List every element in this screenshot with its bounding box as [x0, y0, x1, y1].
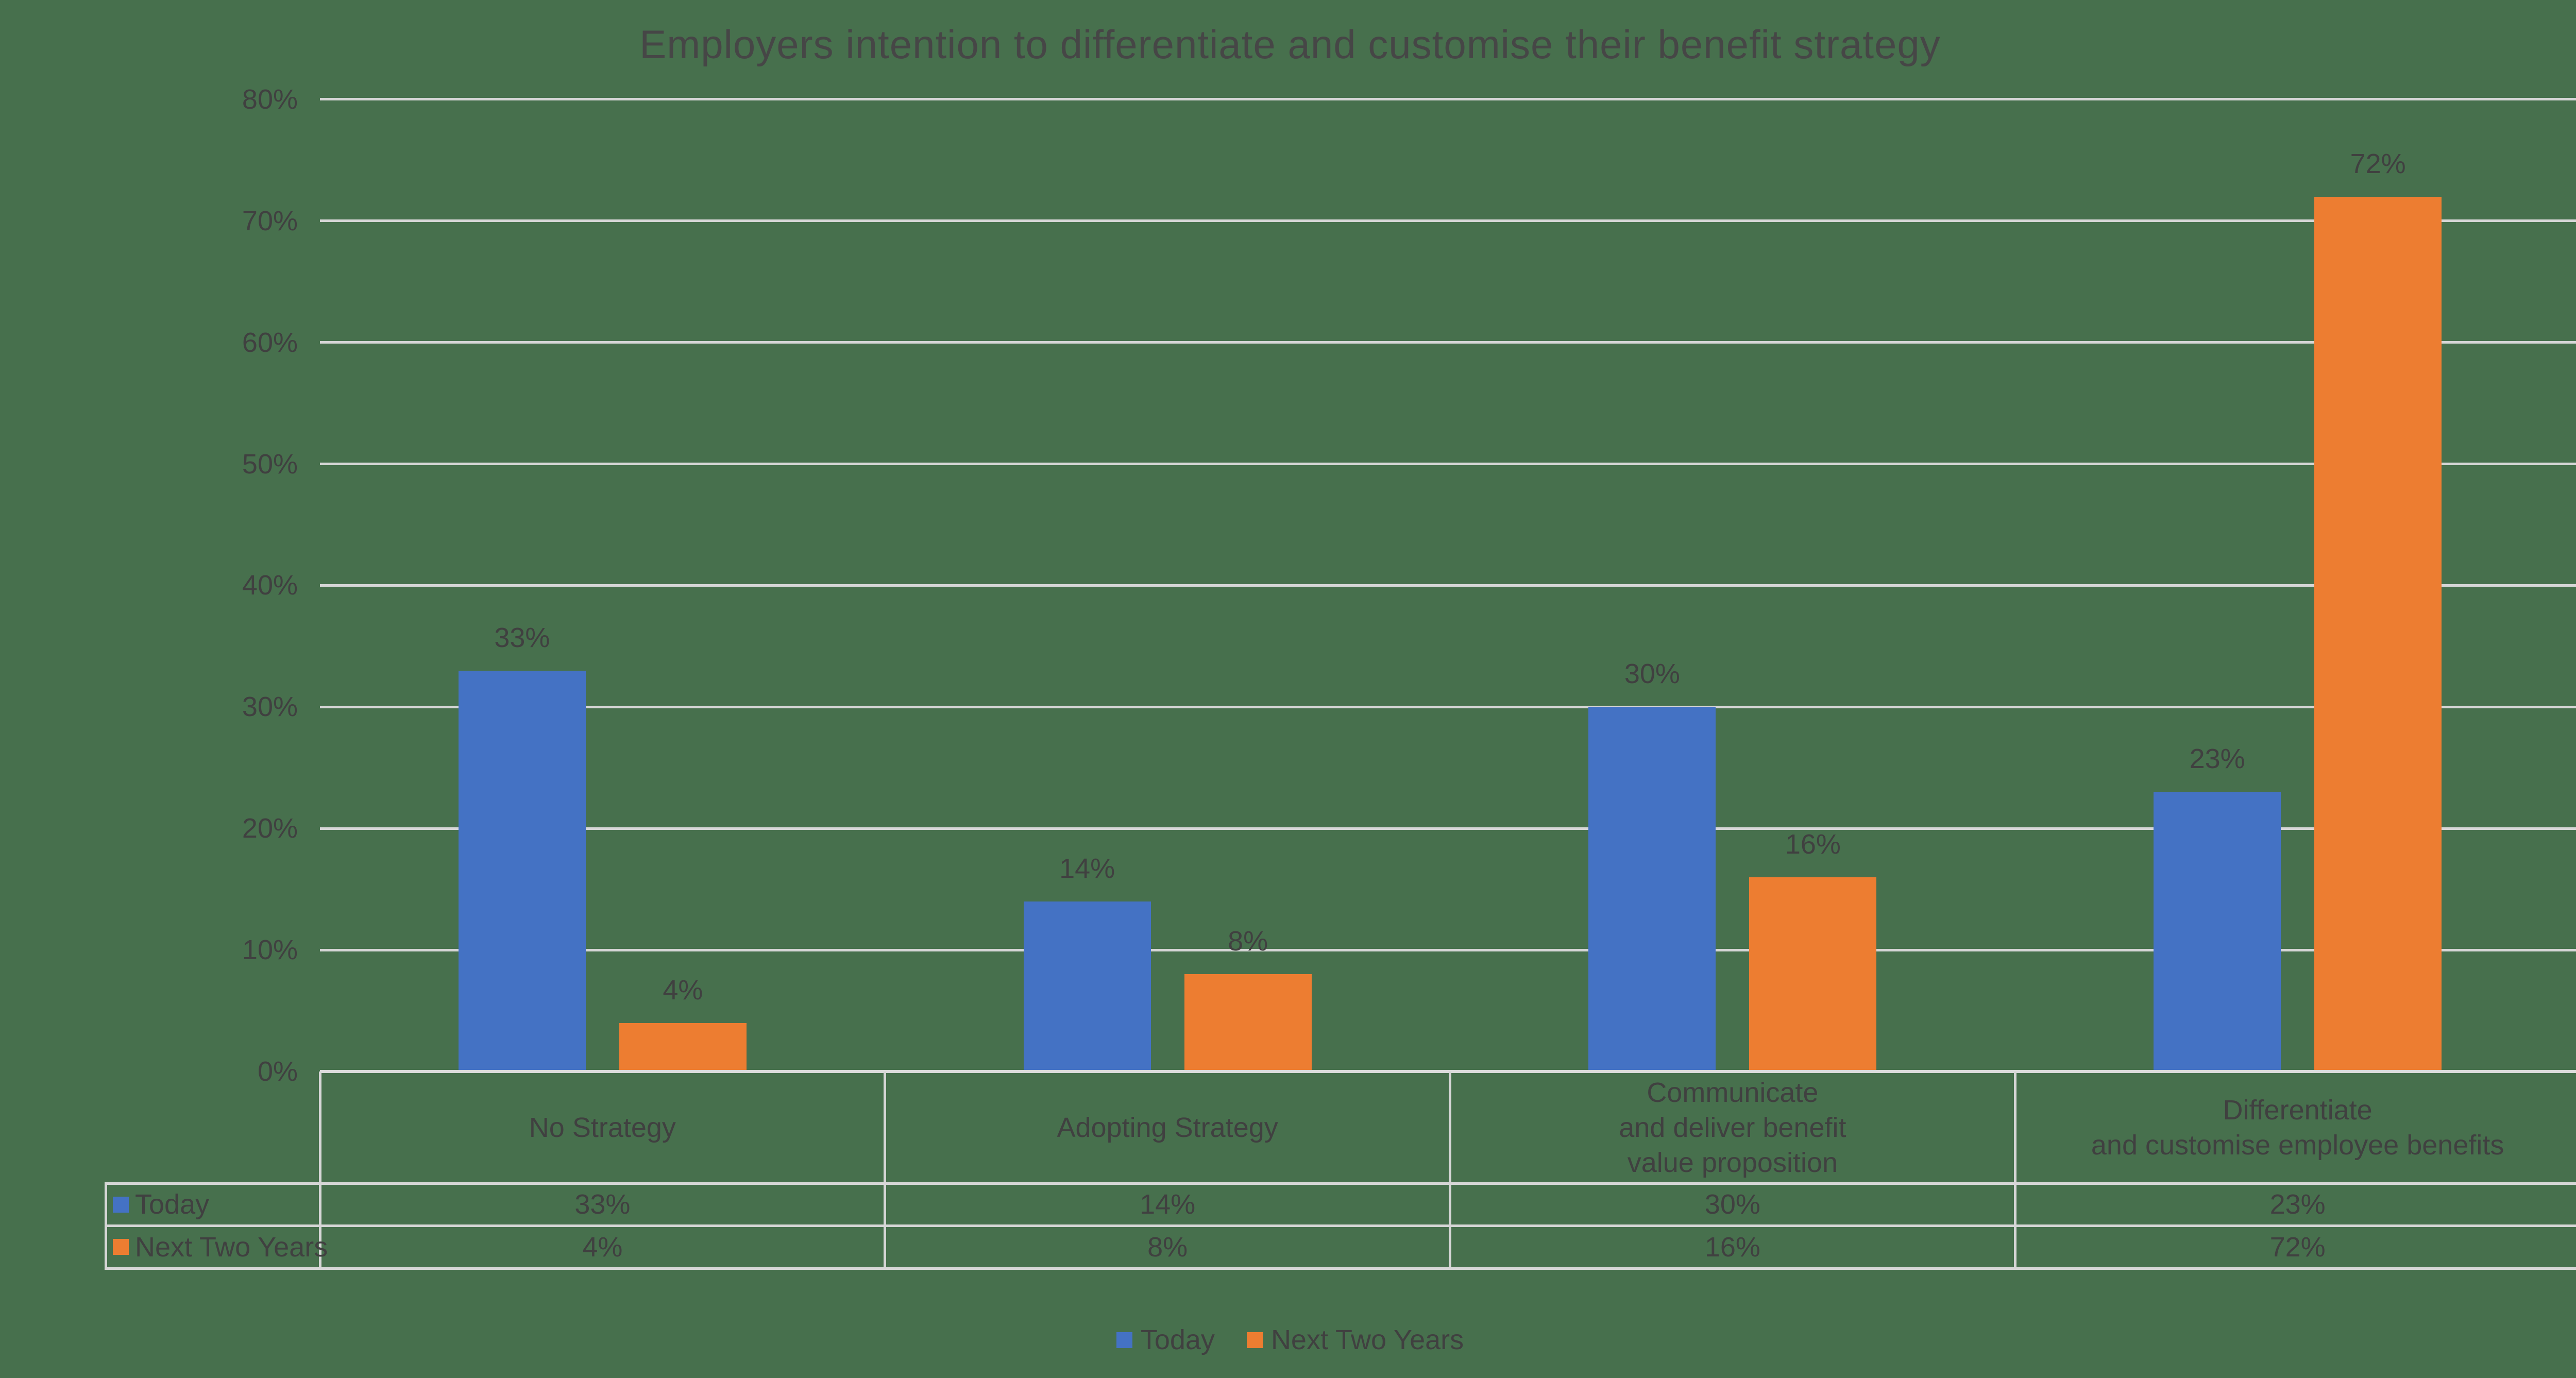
legend-key-icon: [1246, 1332, 1263, 1348]
y-axis-tick-label: 70%: [242, 205, 298, 236]
category-label-cat2: Adopting Strategy: [885, 1074, 1450, 1181]
table-cell-value: 72%: [2269, 1231, 2326, 1263]
column-separator: [884, 1071, 887, 1268]
bar-next-two-years-cat1: [619, 1023, 747, 1071]
y-axis-tick-label: 60%: [242, 327, 298, 358]
y-axis-tick-label: 80%: [242, 83, 298, 115]
table-cell-value: 30%: [1704, 1189, 1760, 1220]
table-cell-value: 14%: [1140, 1189, 1196, 1220]
table-cell-value: 8%: [1147, 1231, 1188, 1263]
legend-key-icon: [1116, 1332, 1132, 1348]
data-label: 23%: [2189, 743, 2245, 775]
category-label-cat4: Differentiate and customise employee bene…: [2015, 1074, 2576, 1181]
bar-today-cat3: [1588, 707, 1716, 1071]
table-cell-value: 23%: [2269, 1189, 2326, 1220]
category-label-line: and customise employee benefits: [2091, 1129, 2504, 1161]
data-label: 4%: [663, 974, 703, 1006]
y-axis-tick-label: 20%: [242, 813, 298, 844]
gridline-50%: [320, 463, 2576, 465]
table-legend-key-next-two-years: [113, 1239, 129, 1255]
bar-today-cat1: [458, 670, 586, 1071]
legend-item-today: Today: [1116, 1324, 1215, 1356]
gridline-30%: [320, 705, 2576, 708]
gridline-70%: [320, 219, 2576, 223]
table-cell-value: 16%: [1704, 1231, 1760, 1263]
bar-today-cat2: [1023, 901, 1151, 1071]
y-axis-tick-label: 30%: [242, 691, 298, 723]
data-label: 30%: [1624, 658, 1680, 690]
category-label-cat1: No Strategy: [320, 1074, 885, 1181]
y-axis-tick-label: 40%: [242, 570, 298, 601]
data-label: 72%: [2350, 148, 2406, 179]
y-axis-tick-label: 0%: [257, 1056, 298, 1087]
table-border: [105, 1267, 2576, 1270]
chart-legend: Today Next Two Years: [0, 1322, 2576, 1358]
chart-title: Employers intention to differentiate and…: [639, 22, 1941, 67]
table-cell-value: 33%: [574, 1189, 631, 1220]
x-axis-line: [320, 1070, 2576, 1073]
data-label: 14%: [1059, 853, 1115, 884]
category-label-cat3: Communicate and deliver benefit value prop…: [1450, 1074, 2015, 1181]
table-legend-key-today: [113, 1196, 129, 1213]
bar-next-two-years-cat2: [1184, 974, 1312, 1071]
bar-today-cat4: [2154, 792, 2281, 1071]
legend-label: Today: [1140, 1324, 1215, 1355]
bar-next-two-years-cat3: [1749, 877, 1877, 1071]
category-label-line: and deliver benefit: [1619, 1112, 1846, 1143]
category-label-line: No Strategy: [529, 1112, 676, 1143]
table-border: [105, 1224, 2576, 1227]
bar-next-two-years-cat4: [2314, 196, 2442, 1071]
column-separator: [1449, 1071, 1451, 1268]
gridline-10%: [320, 948, 2576, 951]
legend-label: Next Two Years: [1270, 1324, 1464, 1355]
gridline-80%: [320, 98, 2576, 101]
column-separator: [318, 1071, 321, 1268]
table-series-name: Today: [135, 1189, 210, 1220]
legend-item-next-two-years: Next Two Years: [1246, 1324, 1464, 1356]
table-cell-value: 4%: [582, 1231, 623, 1263]
table-border: [105, 1182, 2576, 1185]
category-label-line: Adopting Strategy: [1057, 1112, 1278, 1143]
column-separator: [2013, 1071, 2016, 1268]
table-series-name: Next Two Years: [135, 1231, 328, 1263]
gridline-40%: [320, 584, 2576, 587]
y-axis-tick-label: 10%: [242, 934, 298, 966]
y-axis-tick-label: 50%: [242, 448, 298, 480]
data-label: 16%: [1785, 828, 1841, 860]
category-label-line: Communicate: [1647, 1077, 1819, 1108]
gridline-60%: [320, 341, 2576, 344]
category-label-line: value proposition: [1627, 1147, 1838, 1178]
gridline-20%: [320, 827, 2576, 830]
data-label: 33%: [494, 622, 550, 653]
data-label: 8%: [1228, 926, 1268, 957]
category-label-line: Differentiate: [2223, 1094, 2372, 1126]
